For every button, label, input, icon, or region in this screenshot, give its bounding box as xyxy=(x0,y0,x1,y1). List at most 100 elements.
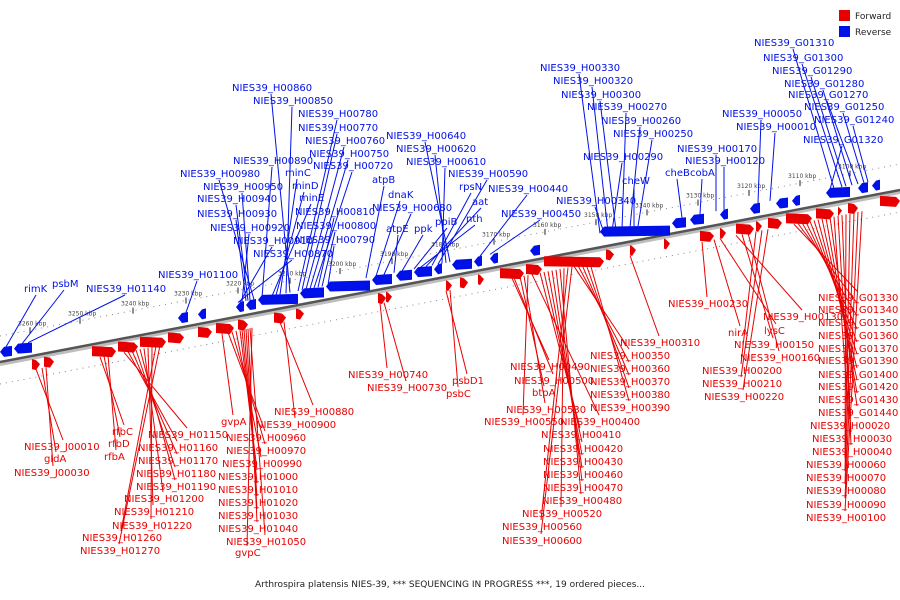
gene-label[interactable]: NIES39_G01430 xyxy=(818,395,898,406)
gene-label[interactable]: NIES39_H00940 xyxy=(197,194,277,205)
gene-label[interactable]: NIES39_H00740 xyxy=(348,370,428,381)
reverse-gene-arrow[interactable] xyxy=(474,255,482,267)
gene-label[interactable]: NIES39_H00420 xyxy=(543,444,623,455)
gene-label[interactable]: NIES39_H00460 xyxy=(543,470,623,481)
gene-label[interactable]: NIES39_H00790 xyxy=(295,235,375,246)
gene-label[interactable]: NIES39_H00960 xyxy=(226,433,306,444)
gene-label[interactable]: nth xyxy=(466,214,483,225)
forward-gene-arrow[interactable] xyxy=(198,326,212,338)
gene-label[interactable]: NIES39_G01340 xyxy=(818,305,898,316)
forward-gene-arrow[interactable] xyxy=(544,256,604,268)
gene-label[interactable]: NIES39_H00770 xyxy=(298,123,378,134)
reverse-gene-arrow[interactable] xyxy=(872,179,880,191)
gene-label[interactable]: NIES39_H00500 xyxy=(514,376,594,387)
gene-label[interactable]: NIES39_H00320 xyxy=(553,76,633,87)
reverse-gene-arrow[interactable] xyxy=(750,202,760,214)
gene-label[interactable]: NIES39_G01440 xyxy=(818,408,898,419)
gene-label[interactable]: NIES39_H00920 xyxy=(210,223,290,234)
gene-label[interactable]: NIES39_G01350 xyxy=(818,318,898,329)
gene-label[interactable]: NIES39_H01190 xyxy=(136,482,216,493)
gene-label[interactable]: NIES39_H00440 xyxy=(488,184,568,195)
gene-label[interactable]: NIES39_H00640 xyxy=(386,131,466,142)
gene-label[interactable]: NIES39_H00880 xyxy=(274,407,354,418)
gene-label[interactable]: minC xyxy=(285,168,311,179)
gene-label[interactable]: NIES39_H00750 xyxy=(309,149,389,160)
forward-gene-arrow[interactable] xyxy=(44,356,54,368)
forward-gene-arrow[interactable] xyxy=(478,274,484,286)
reverse-gene-arrow[interactable] xyxy=(434,263,442,275)
gene-label[interactable]: NIES39_H01050 xyxy=(226,537,306,548)
reverse-gene-arrow[interactable] xyxy=(258,293,298,305)
forward-gene-arrow[interactable] xyxy=(386,291,392,303)
forward-gene-arrow[interactable] xyxy=(848,202,858,214)
reverse-gene-arrow[interactable] xyxy=(600,225,670,237)
gene-label[interactable]: NIES39_H00780 xyxy=(298,109,378,120)
gene-label[interactable]: NIES39_H01200 xyxy=(124,494,204,505)
gene-label[interactable]: NIES39_H00760 xyxy=(305,136,385,147)
forward-gene-arrow[interactable] xyxy=(786,213,812,225)
gene-label[interactable]: psbC xyxy=(446,389,471,400)
forward-gene-arrow[interactable] xyxy=(526,263,542,275)
reverse-gene-arrow[interactable] xyxy=(326,280,370,292)
gene-label[interactable]: NIES39_G01300 xyxy=(763,53,843,64)
gene-label[interactable]: NIES39_H00390 xyxy=(590,403,670,414)
gene-label[interactable]: NIES39_H00730 xyxy=(367,383,447,394)
gene-label[interactable]: NIES39_H00340 xyxy=(556,196,636,207)
gene-label[interactable]: lysC xyxy=(764,326,785,337)
gene-label[interactable]: NIES39_H00160 xyxy=(740,353,820,364)
gene-label[interactable]: rfbC xyxy=(112,427,133,438)
reverse-gene-arrow[interactable] xyxy=(178,312,188,324)
gene-label[interactable]: NIES39_G01290 xyxy=(772,66,852,77)
reverse-gene-arrow[interactable] xyxy=(776,197,788,209)
gene-label[interactable]: NIES39_H00680 xyxy=(372,203,452,214)
reverse-gene-arrow[interactable] xyxy=(414,266,432,278)
gene-label[interactable]: NIES39_H00600 xyxy=(502,536,582,547)
gene-label[interactable]: NIES39_G01250 xyxy=(804,102,884,113)
forward-gene-arrow[interactable] xyxy=(118,341,138,353)
gene-label[interactable]: NIES39_H00910 xyxy=(233,236,313,247)
gene-label[interactable]: NIES39_H00290 xyxy=(583,152,663,163)
gene-label[interactable]: NIES39_H00990 xyxy=(222,459,302,470)
gene-label[interactable]: NIES39_G01240 xyxy=(814,115,894,126)
gene-label[interactable]: cheB xyxy=(665,168,690,179)
gene-label[interactable]: NIES39_H00220 xyxy=(704,392,784,403)
gene-label[interactable]: NIES39_G01310 xyxy=(754,38,834,49)
forward-gene-arrow[interactable] xyxy=(216,323,234,334)
reverse-gene-arrow[interactable] xyxy=(372,273,392,285)
gene-label[interactable]: NIES39_H01040 xyxy=(218,524,298,535)
gene-label[interactable]: psbM xyxy=(52,279,79,290)
gene-label[interactable]: NIES39_H01260 xyxy=(82,533,162,544)
gene-label[interactable]: rimK xyxy=(24,284,48,295)
gene-label[interactable]: NIES39_H00950 xyxy=(203,182,283,193)
forward-gene-arrow[interactable] xyxy=(736,223,754,235)
gene-label[interactable]: NIES39_H01150 xyxy=(148,430,228,441)
gene-label[interactable]: NIES39_H00430 xyxy=(543,457,623,468)
reverse-gene-arrow[interactable] xyxy=(672,217,686,229)
gene-label[interactable]: NIES39_H01160 xyxy=(138,443,218,454)
gene-label[interactable]: NIES39_H00400 xyxy=(560,417,640,428)
gene-label[interactable]: NIES39_H00380 xyxy=(590,390,670,401)
forward-gene-arrow[interactable] xyxy=(880,195,900,207)
gene-label[interactable]: NIES39_G01270 xyxy=(788,90,868,101)
gene-label[interactable]: NIES39_G01390 xyxy=(818,356,898,367)
gene-label[interactable]: NIES39_H00350 xyxy=(590,351,670,362)
gene-label[interactable]: NIES39_H00860 xyxy=(232,83,312,94)
gene-label[interactable]: NIES39_H00550 xyxy=(484,417,564,428)
gene-label[interactable]: NIES39_H00120 xyxy=(685,156,765,167)
gene-label[interactable]: NIES39_H00370 xyxy=(590,377,670,388)
gene-label[interactable]: cheW xyxy=(622,176,650,187)
gene-label[interactable]: rpsN xyxy=(459,182,482,193)
gene-label[interactable]: NIES39_H00260 xyxy=(601,116,681,127)
gene-label[interactable]: NIES39_H00620 xyxy=(396,144,476,155)
reverse-gene-arrow[interactable] xyxy=(452,258,472,270)
gene-label[interactable]: NIES39_H00800 xyxy=(296,221,376,232)
gene-label[interactable]: NIES39_H00150 xyxy=(734,340,814,351)
gene-label[interactable]: psbD1 xyxy=(452,376,484,387)
gene-label[interactable]: NIES39_H00870 xyxy=(253,249,333,260)
gene-label[interactable]: ppiB xyxy=(435,217,457,228)
gene-label[interactable]: NIES39_H00250 xyxy=(613,129,693,140)
forward-gene-arrow[interactable] xyxy=(630,245,636,257)
gene-label[interactable]: NIES39_H00970 xyxy=(226,446,306,457)
gene-label[interactable]: NIES39_H01210 xyxy=(114,507,194,518)
gene-label[interactable]: NIES39_H00900 xyxy=(256,420,336,431)
